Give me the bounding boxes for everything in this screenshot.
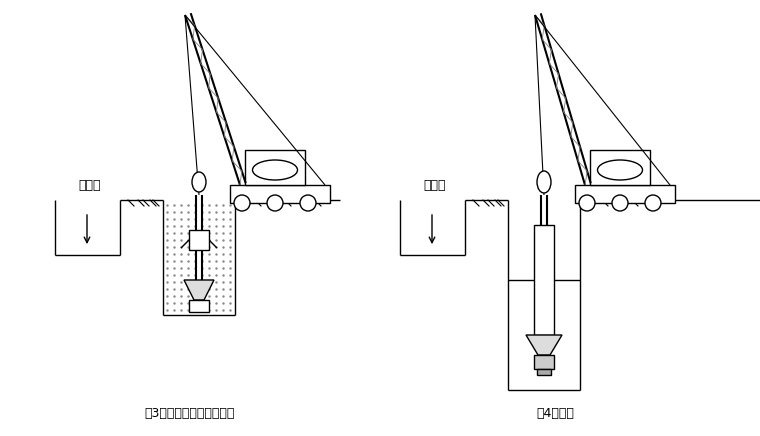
Bar xyxy=(245,150,305,185)
Bar xyxy=(189,300,209,312)
Circle shape xyxy=(579,195,595,211)
Text: 泥浆池: 泥浆池 xyxy=(424,179,446,192)
Bar xyxy=(534,225,554,335)
Bar xyxy=(590,150,650,185)
Bar xyxy=(534,355,554,369)
Bar xyxy=(230,185,330,203)
Circle shape xyxy=(300,195,316,211)
Circle shape xyxy=(645,195,661,211)
Ellipse shape xyxy=(192,172,206,192)
Circle shape xyxy=(267,195,283,211)
Circle shape xyxy=(612,195,628,211)
Text: （4）钻进: （4）钻进 xyxy=(536,407,574,420)
Circle shape xyxy=(234,195,250,211)
Polygon shape xyxy=(184,280,214,300)
Text: 泥浆池: 泥浆池 xyxy=(79,179,101,192)
Bar xyxy=(575,185,675,203)
Bar xyxy=(537,369,551,375)
Bar xyxy=(189,230,209,250)
Polygon shape xyxy=(526,335,562,355)
Ellipse shape xyxy=(252,160,297,180)
Ellipse shape xyxy=(597,160,642,180)
Ellipse shape xyxy=(537,171,551,193)
Text: （3）钻机就位、泥浆制备: （3）钻机就位、泥浆制备 xyxy=(145,407,235,420)
